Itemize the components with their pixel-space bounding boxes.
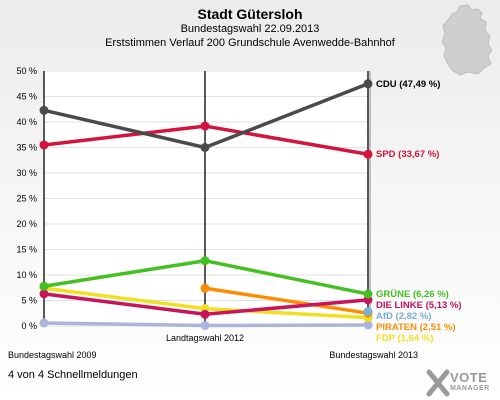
- data-point-afd: [363, 307, 373, 317]
- data-point-spd: [363, 149, 373, 159]
- y-tick-label: 25 %: [16, 194, 37, 204]
- series-lines: [39, 79, 373, 330]
- y-tick-label: 50 %: [16, 66, 37, 76]
- logo-subtext: MANAGER: [450, 385, 490, 392]
- chart-title: Stadt Gütersloh: [197, 6, 303, 22]
- vote-cross-icon: [426, 369, 450, 397]
- series-label-fdp: FDP (1,64 %): [376, 333, 433, 344]
- data-point-spd: [200, 121, 210, 131]
- footer-note: 4 von 4 Schnellmeldungen: [8, 369, 138, 381]
- y-tick-label: 45 %: [16, 92, 37, 102]
- chart-header: Stadt Gütersloh Bundestagswahl 22.09.201…: [0, 0, 500, 50]
- germany-map-icon: [441, 4, 493, 76]
- y-tick-label: 15 %: [16, 245, 37, 255]
- y-tick-label: 10 %: [16, 270, 37, 280]
- vote-manager-logo: VOTE MANAGER: [424, 366, 500, 400]
- data-point-cdu: [200, 143, 210, 152]
- series-label-die-linke: DIE LINKE (5,13 %): [376, 300, 462, 311]
- data-point-piraten: [200, 283, 210, 293]
- y-tick-label: 30 %: [16, 168, 37, 178]
- x-axis-labels: Bundestagswahl 2009 Landtagswahl 2012 Bund…: [8, 333, 418, 360]
- series-line-piraten: [204, 286, 369, 315]
- data-point-spd: [39, 140, 49, 150]
- chart-subtitle-detail: Erststimmen Verlauf 200 Grundschule Aven…: [105, 37, 395, 49]
- y-tick-label: 20 %: [16, 219, 37, 229]
- y-tick-label: 5 %: [21, 296, 37, 306]
- data-point-sonstige: [39, 318, 49, 328]
- data-point-die-linke: [200, 309, 210, 319]
- y-tick-label: 40 %: [16, 117, 37, 127]
- data-point-sonstige: [363, 320, 373, 330]
- y-axis-ticks: 0 % 5 % 10 % 15 % 20 % 25 % 30 % 35 % 40 % 45 % 50…: [16, 66, 37, 331]
- data-point-gr-ne: [39, 281, 49, 291]
- data-point-cdu: [363, 79, 373, 89]
- y-tick-label: 0 %: [21, 321, 37, 331]
- x-tick-label: Landtagswahl 2012: [166, 333, 244, 343]
- y-tick-label: 35 %: [16, 143, 37, 153]
- x-tick-label: Bundestagswahl 2013: [329, 350, 418, 360]
- data-point-gr-ne: [363, 289, 373, 299]
- data-point-cdu: [39, 105, 49, 115]
- series-label-afd: AfD (2,82 %): [376, 311, 431, 322]
- series-label-gr-ne: GRÜNE (6,26 %): [376, 289, 449, 300]
- x-tick-label: Bundestagswahl 2009: [8, 350, 97, 360]
- series-label-piraten: PIRATEN (2,51 %): [376, 322, 456, 333]
- series-label-cdu: CDU (47,49 %): [376, 79, 440, 90]
- series-label-spd: SPD (33,67 %): [376, 149, 439, 160]
- series-labels: CDU (47,49 %) SPD (33,67 %) GRÜNE (6,26 %)…: [376, 79, 462, 344]
- data-point-die-linke: [39, 289, 49, 299]
- data-point-gr-ne: [200, 256, 210, 266]
- data-point-sonstige: [200, 320, 210, 330]
- logo-text: VOTE: [450, 370, 488, 385]
- chart-subtitle: Bundestagswahl 22.09.2013: [180, 23, 320, 35]
